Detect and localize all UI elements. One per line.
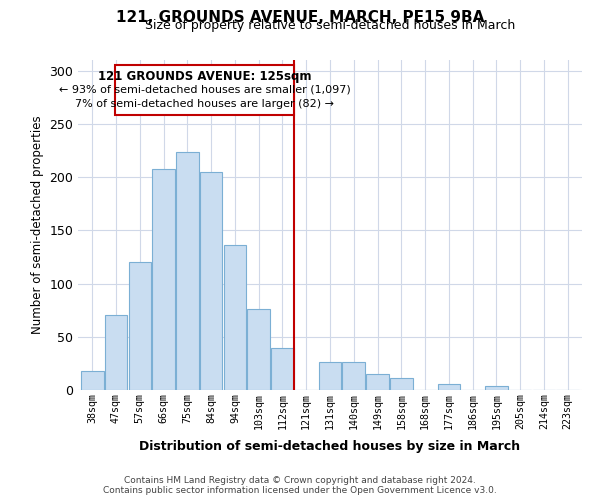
Bar — [224, 245, 246, 390]
Bar — [390, 378, 413, 390]
Title: Size of property relative to semi-detached houses in March: Size of property relative to semi-detach… — [145, 20, 515, 32]
Bar — [271, 348, 294, 390]
Y-axis label: Number of semi-detached properties: Number of semi-detached properties — [31, 116, 44, 334]
Bar — [152, 168, 175, 390]
Text: 121 GROUNDS AVENUE: 125sqm: 121 GROUNDS AVENUE: 125sqm — [98, 70, 311, 82]
Bar — [105, 316, 127, 390]
Bar — [485, 386, 508, 390]
Bar — [343, 362, 365, 390]
X-axis label: Distribution of semi-detached houses by size in March: Distribution of semi-detached houses by … — [139, 440, 521, 453]
Text: ← 93% of semi-detached houses are smaller (1,097): ← 93% of semi-detached houses are smalle… — [59, 84, 350, 94]
Bar — [319, 362, 341, 390]
Bar — [366, 374, 389, 390]
Text: 121, GROUNDS AVENUE, MARCH, PE15 9BA: 121, GROUNDS AVENUE, MARCH, PE15 9BA — [116, 10, 484, 25]
Text: 7% of semi-detached houses are larger (82) →: 7% of semi-detached houses are larger (8… — [75, 100, 334, 110]
Bar — [81, 371, 104, 390]
Text: Contains HM Land Registry data © Crown copyright and database right 2024.
Contai: Contains HM Land Registry data © Crown c… — [103, 476, 497, 495]
FancyBboxPatch shape — [115, 66, 295, 116]
Bar — [200, 172, 223, 390]
Bar — [437, 384, 460, 390]
Bar — [247, 309, 270, 390]
Bar — [128, 262, 151, 390]
Bar — [176, 152, 199, 390]
